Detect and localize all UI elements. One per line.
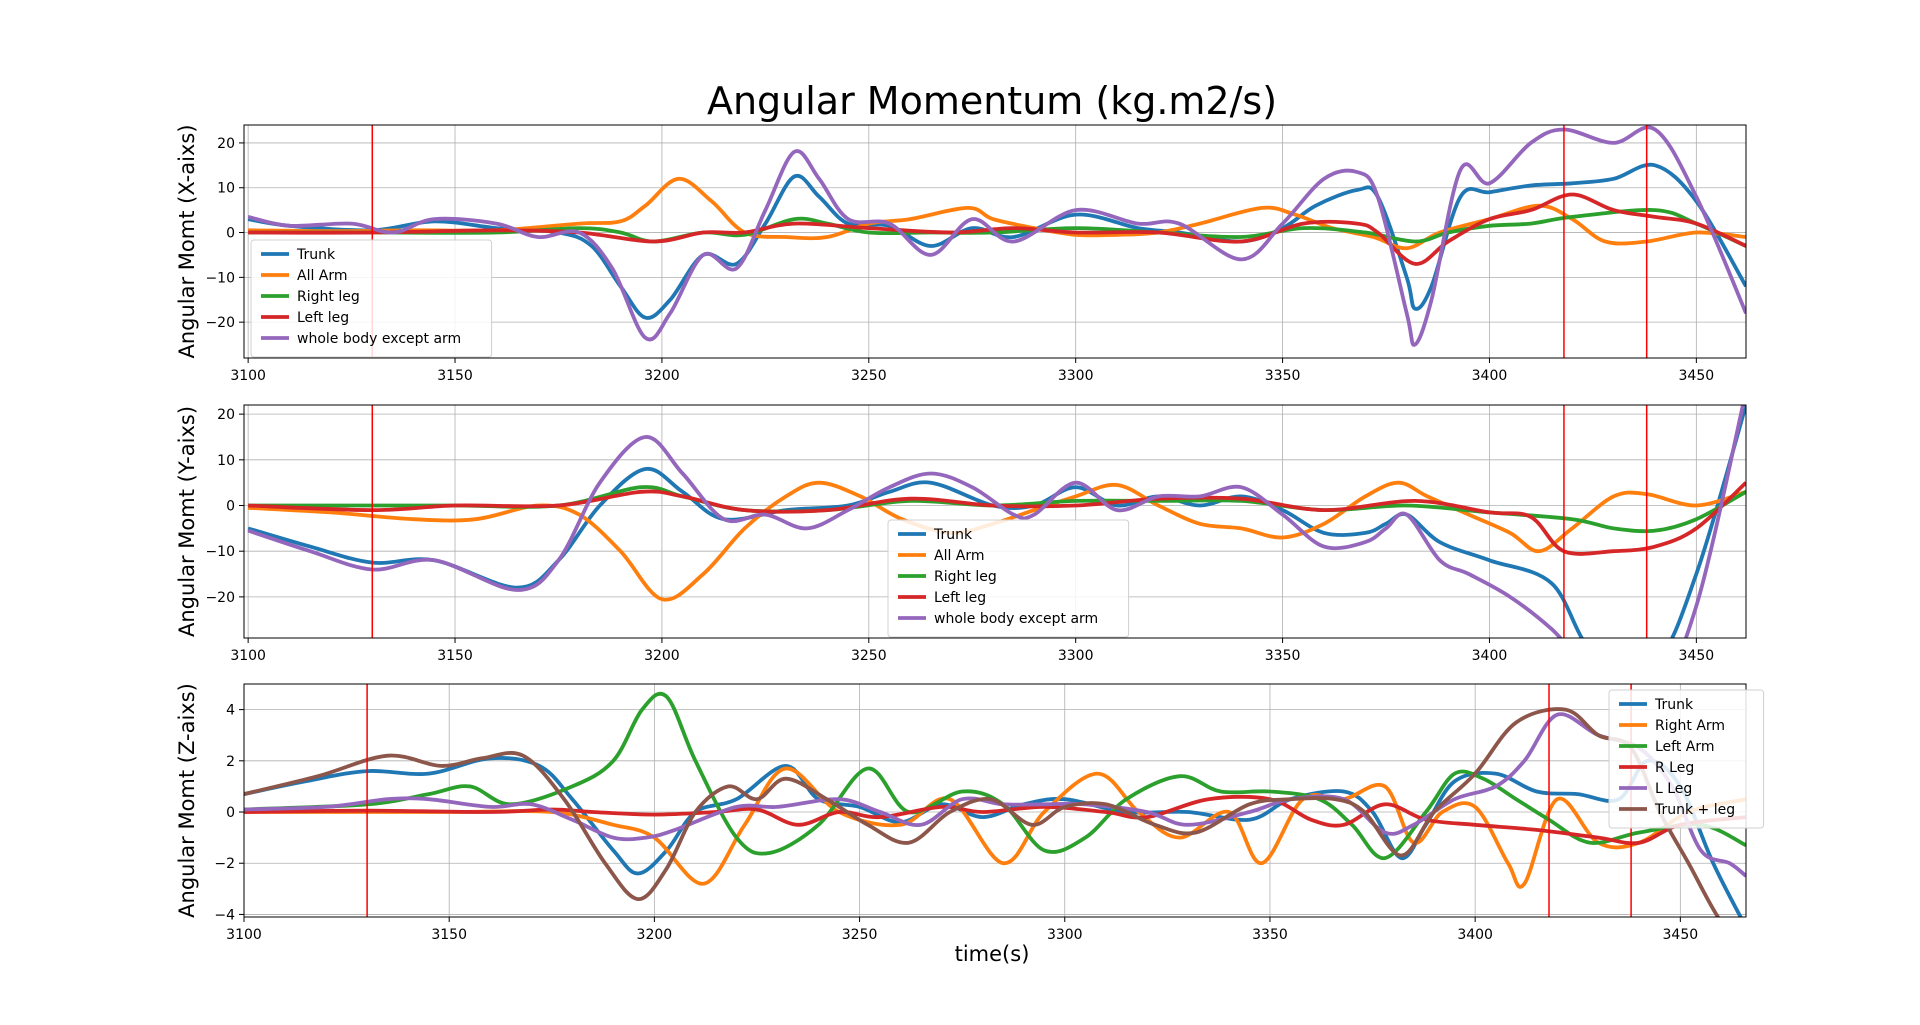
legend: Trunk All Arm Right leg Left leg whole body …	[887, 519, 1130, 638]
legend: Trunk All Arm Right leg Left leg whole body …	[250, 239, 493, 358]
legend-label: All Arm	[297, 268, 348, 284]
y-tick-label: 0	[226, 499, 235, 515]
y-tick-label: −4	[214, 907, 235, 923]
y-axis-label: Angular Momt (X-aixs)	[175, 124, 199, 358]
y-tick-label: −10	[205, 544, 235, 560]
x-tick-label: 3400	[1472, 648, 1508, 664]
legend: Trunk Right Arm Left Arm R Leg L Leg Trunk + …	[1608, 689, 1765, 829]
x-tick-label: 3100	[226, 927, 262, 943]
legend-label: Right Arm	[1655, 718, 1725, 734]
legend-label: Trunk	[1654, 697, 1694, 713]
x-tick-label: 3150	[437, 648, 473, 664]
series-line-left-leg	[248, 192, 1746, 266]
legend-label: Trunk	[296, 247, 336, 263]
subplot-2: 3100 3150 3200 3250 3300 3350 3400 3450 20 10 0 −10…	[175, 404, 1747, 664]
x-tick-label: 3350	[1265, 368, 1301, 384]
series-lines	[247, 405, 1746, 638]
axes-frame	[243, 124, 1747, 359]
x-tick-label: 3450	[1663, 927, 1699, 943]
legend-label: L Leg	[1655, 781, 1692, 797]
x-tick-label: 3300	[1058, 648, 1094, 664]
y-tick-label: 20	[217, 136, 235, 152]
legend-label: Trunk + leg	[1654, 802, 1735, 818]
series-line-r-leg	[244, 794, 1746, 846]
x-tick-label: 3100	[230, 648, 266, 664]
legend-label: whole body except arm	[934, 611, 1098, 627]
series-line-left-arm	[244, 691, 1746, 860]
legend-label: Right leg	[297, 289, 360, 305]
series-lines	[247, 125, 1746, 358]
x-tick-label: 3450	[1679, 648, 1715, 664]
x-tick-label: 3200	[637, 927, 673, 943]
figure-title: Angular Momentum (kg.m2/s)	[707, 79, 1277, 123]
x-tick-label: 3200	[644, 368, 680, 384]
x-axis-label: time(s)	[955, 942, 1030, 966]
series-line-trunk	[247, 162, 1746, 320]
legend-box	[887, 519, 1130, 638]
x-tick-label: 3350	[1252, 927, 1288, 943]
legend-box	[1608, 689, 1765, 829]
y-tick-label: −20	[205, 590, 235, 606]
y-tick-label: 20	[217, 407, 235, 423]
y-tick-label: 0	[226, 805, 235, 821]
x-tick-label: 3150	[431, 927, 467, 943]
legend-label: Left leg	[297, 310, 349, 326]
y-tick-label: 4	[226, 703, 235, 719]
subplot-1: 3100 3150 3200 3250 3300 3350 3400 3450 20 10 0 −10…	[175, 124, 1747, 384]
legend-label: All Arm	[934, 548, 985, 564]
x-tick-label: 3250	[842, 927, 878, 943]
subplot-3: 3100 3150 3200 3250 3300 3350 3400 3450 4 2 0 −2 −4 A…	[175, 683, 1765, 943]
x-tick-label: 3150	[437, 368, 473, 384]
legend-label: Left Arm	[1655, 739, 1715, 755]
legend-label: R Leg	[1655, 760, 1694, 776]
series-line-right-leg	[248, 208, 1746, 248]
legend-label: Left leg	[934, 590, 986, 606]
series-line-whole-body-except-arm	[247, 125, 1746, 347]
legend-label: Right leg	[934, 569, 997, 585]
x-tick-label: 3250	[851, 368, 887, 384]
series-line-l-leg	[244, 712, 1746, 878]
x-tick-label: 3400	[1457, 927, 1493, 943]
x-tick-label: 3400	[1472, 368, 1508, 384]
series-line-whole-body-except-arm	[247, 405, 1745, 638]
y-axis-label: Angular Momt (Z-aixs)	[175, 683, 199, 918]
x-tick-label: 3450	[1679, 368, 1715, 384]
x-tick-label: 3300	[1047, 927, 1083, 943]
y-axis-label: Angular Momt (Y-aixs)	[175, 406, 199, 637]
y-tick-label: 2	[226, 754, 235, 770]
y-tick-label: 10	[217, 453, 235, 469]
y-tick-label: −10	[205, 270, 235, 286]
x-tick-label: 3100	[230, 368, 266, 384]
y-tick-label: −2	[214, 856, 235, 872]
y-tick-label: −20	[205, 315, 235, 331]
x-tick-label: 3200	[644, 648, 680, 664]
legend-label: Trunk	[933, 527, 973, 543]
legend-label: whole body except arm	[297, 331, 461, 347]
x-tick-label: 3350	[1265, 648, 1301, 664]
axes-frame	[243, 404, 1747, 639]
y-tick-label: 10	[217, 181, 235, 197]
series-line-trunk-leg	[244, 707, 1721, 917]
legend-box	[250, 239, 493, 358]
x-tick-label: 3300	[1058, 368, 1094, 384]
y-tick-label: 0	[226, 226, 235, 242]
x-tick-label: 3250	[851, 648, 887, 664]
series-lines	[244, 684, 1746, 917]
series-line-trunk	[244, 756, 1743, 917]
